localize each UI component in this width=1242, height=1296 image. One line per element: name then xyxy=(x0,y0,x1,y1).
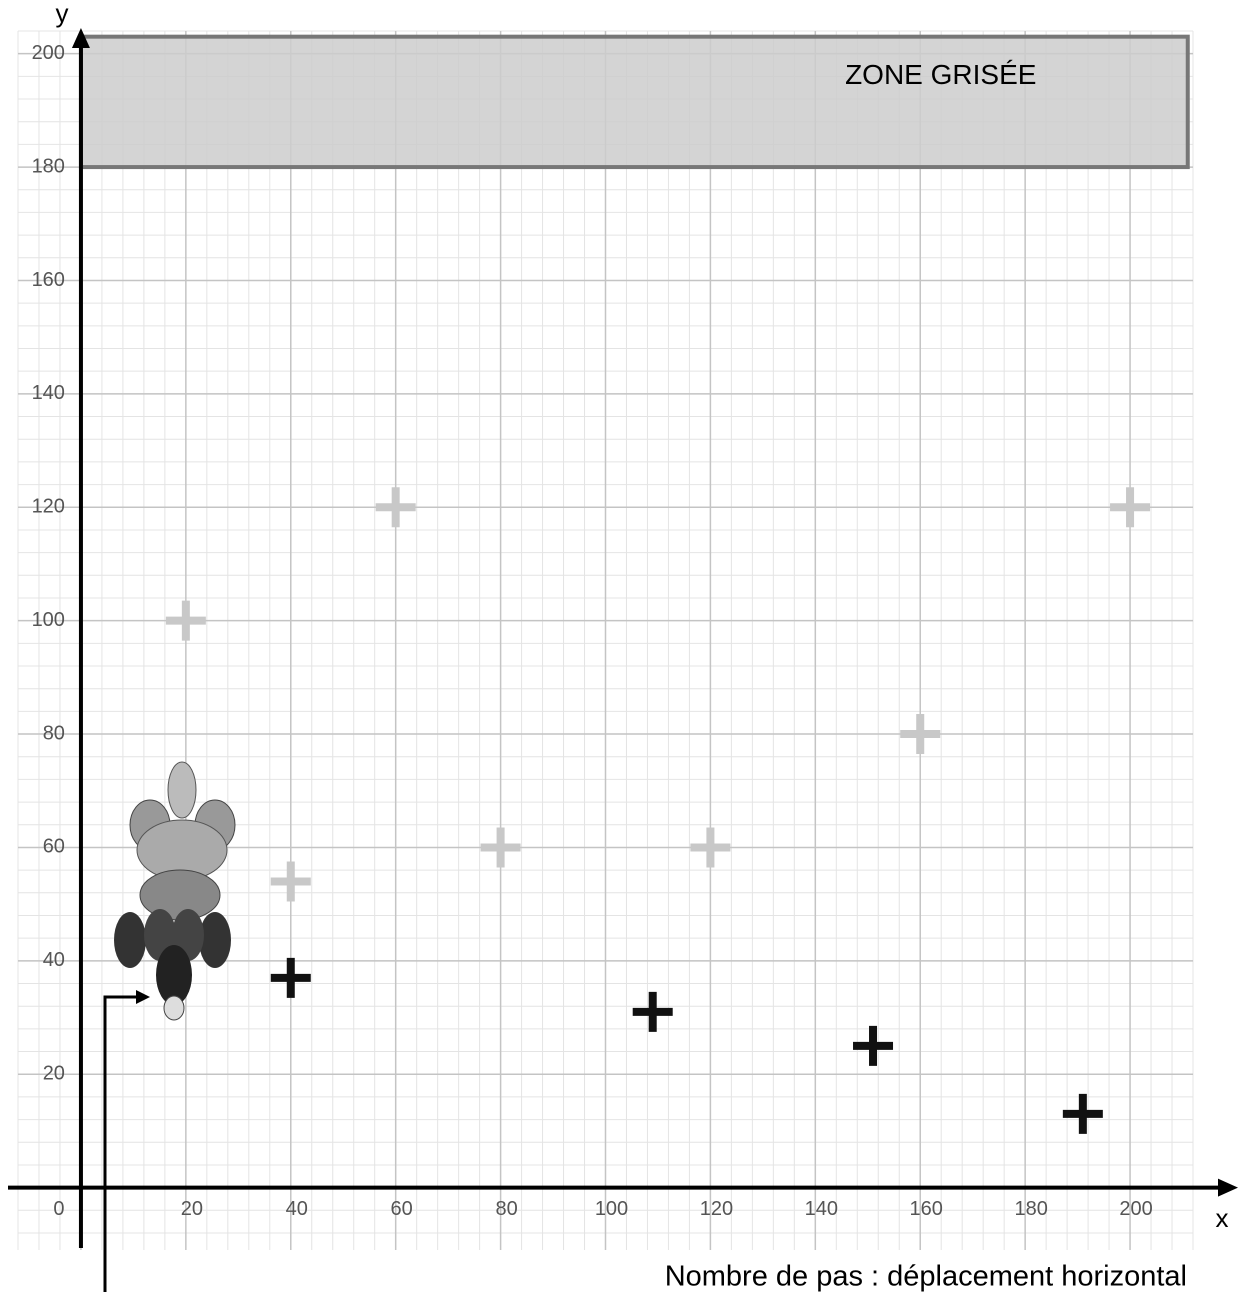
marks xyxy=(165,487,1151,1134)
cross-marker xyxy=(270,957,311,998)
zone: ZONE GRISÉE xyxy=(78,34,1190,170)
x-tick-label: 180 xyxy=(1014,1198,1047,1220)
y-axis-label: y xyxy=(56,0,69,28)
x-tick-label: 140 xyxy=(805,1198,838,1220)
y-tick-label: 120 xyxy=(32,496,65,518)
y-tick-label: 200 xyxy=(32,42,65,64)
cross-marker xyxy=(900,714,941,755)
x-axis-arrow xyxy=(1218,1178,1238,1197)
y-tick-label: 140 xyxy=(32,382,65,404)
cross-marker xyxy=(1110,487,1151,528)
cross-marker xyxy=(375,487,416,528)
x-tick-label: 0 xyxy=(53,1198,64,1220)
x-tick-label: 100 xyxy=(595,1198,628,1220)
cross-marker xyxy=(1062,1093,1103,1134)
x-axis-label: x xyxy=(1216,1203,1229,1233)
axes: 0 20 40 60 80 100 120 140 160 180 200 20 40 60 80 100 12… xyxy=(8,28,1238,1248)
cross-marker xyxy=(853,1025,894,1066)
cross-marker xyxy=(165,600,206,641)
y-tick-label: 180 xyxy=(32,155,65,177)
pointer-arrow xyxy=(103,990,150,1292)
x-tick-label: 80 xyxy=(495,1198,517,1220)
y-tick-label: 60 xyxy=(43,836,65,858)
y-axis-arrow xyxy=(71,28,90,48)
x-tick-label: 20 xyxy=(181,1198,203,1220)
scrum-illustration xyxy=(114,761,236,1021)
x-tick-label: 160 xyxy=(910,1198,943,1220)
x-tick-label: 40 xyxy=(286,1198,308,1220)
y-tick-label: 40 xyxy=(43,949,65,971)
cross-marker xyxy=(632,991,673,1032)
y-tick-label: 100 xyxy=(32,609,65,631)
cross-marker xyxy=(480,827,521,868)
y-tick-label: 20 xyxy=(43,1063,65,1085)
x-tick-label: 200 xyxy=(1119,1198,1152,1220)
x-tick-label: 60 xyxy=(391,1198,413,1220)
grid xyxy=(17,30,1194,1250)
zone-rect xyxy=(78,34,1190,170)
cross-marker xyxy=(270,861,311,902)
y-tick-label: 80 xyxy=(43,722,65,744)
x-tick-label: 120 xyxy=(700,1198,733,1220)
zone-label: ZONE GRISÉE xyxy=(845,59,1036,90)
y-tick-label: 160 xyxy=(32,269,65,291)
caption: Nombre de pas : déplacement horizontal xyxy=(665,1261,1187,1293)
cross-marker xyxy=(690,827,731,868)
